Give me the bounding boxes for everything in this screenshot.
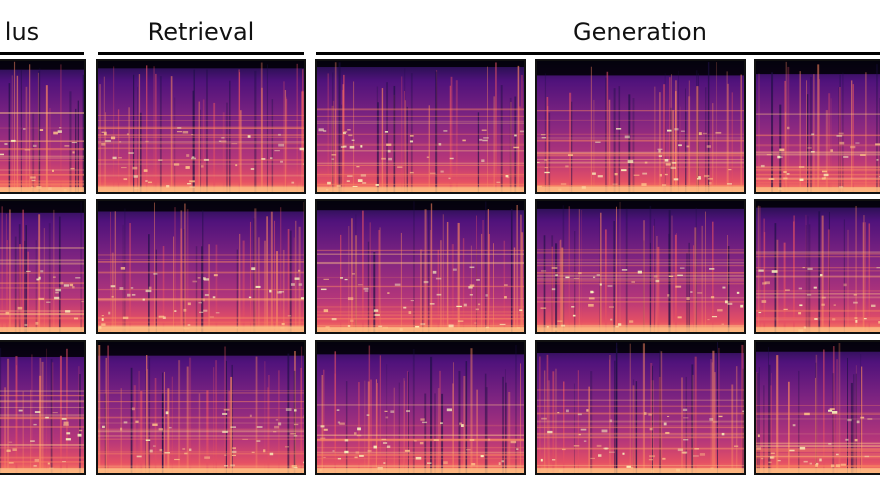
spectrogram-generation-1-row-3 bbox=[315, 340, 526, 475]
retrieval-rule bbox=[98, 52, 304, 55]
stimulus-rule bbox=[0, 52, 84, 55]
stimulus-header: lus bbox=[4, 18, 40, 46]
spectrogram-generation-3-row-3 bbox=[754, 340, 880, 475]
spectrogram-stimulus-row-3 bbox=[0, 340, 86, 475]
spectrogram-stimulus-row-1 bbox=[0, 59, 86, 194]
spectrogram-generation-1-row-1 bbox=[315, 59, 526, 194]
spectrogram-generation-2-row-3 bbox=[535, 340, 746, 475]
generation-rule bbox=[316, 52, 880, 55]
spectrogram-generation-2-row-2 bbox=[535, 199, 746, 334]
spectrogram-retrieval-row-3 bbox=[96, 340, 306, 475]
spectrogram-retrieval-row-2 bbox=[96, 199, 306, 334]
spectrogram-generation-2-row-1 bbox=[535, 59, 746, 194]
retrieval-header: Retrieval bbox=[147, 18, 255, 46]
spectrogram-retrieval-row-1 bbox=[96, 59, 306, 194]
spectrogram-generation-3-row-1 bbox=[754, 59, 880, 194]
spectrogram-stimulus-row-2 bbox=[0, 199, 86, 334]
spectrogram-generation-3-row-2 bbox=[754, 199, 880, 334]
generation-header: Generation bbox=[573, 18, 707, 46]
spectrogram-generation-1-row-2 bbox=[315, 199, 526, 334]
